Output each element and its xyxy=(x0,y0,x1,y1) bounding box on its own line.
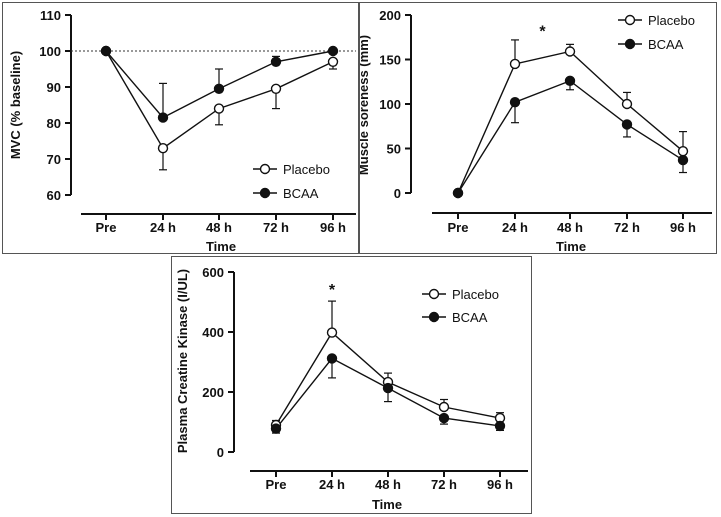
ck-chart: Plasma Creatine Kinase (I/UL) Time 0 200 4… xyxy=(175,265,528,512)
ck-significance-star: * xyxy=(329,282,336,299)
mvc-y-axis-title: MVC (% baseline) xyxy=(8,51,23,159)
ck-legend-marker xyxy=(428,311,440,323)
mvc-y-tick-label: 60 xyxy=(47,188,61,203)
mvc-chart: MVC (% baseline) Time 60 70 80 90 100 110 Pre 2… xyxy=(8,3,356,253)
soreness-series-line-bcaa xyxy=(457,80,684,194)
mvc-point-bcaa xyxy=(213,83,225,95)
ck-point-bcaa xyxy=(494,420,506,432)
mvc-point-placebo xyxy=(157,142,169,154)
soreness-significance-star: * xyxy=(539,23,546,40)
soreness-point-placebo xyxy=(564,46,576,57)
soreness-point-placebo xyxy=(509,58,521,70)
soreness-legend-label: Placebo xyxy=(648,13,695,28)
ck-y-tick-label: 0 xyxy=(217,445,224,460)
soreness-y-tick-label: 0 xyxy=(394,186,401,201)
soreness-y-tick-label: 50 xyxy=(387,142,401,157)
ck-point-bcaa xyxy=(438,412,450,424)
soreness-y-tick-label: 200 xyxy=(379,8,401,23)
ck-x-axis-title: Time xyxy=(372,497,402,512)
ck-point-bcaa xyxy=(270,423,282,434)
ck-x-tick-label: Pre xyxy=(266,477,287,492)
mvc-significance-star: * xyxy=(160,3,167,5)
soreness-chart: Muscle soreness (mm) Time 0 50 100 150 200 Pr… xyxy=(360,8,712,253)
ck-y-tick-label: 400 xyxy=(202,325,224,340)
mvc-legend-label: BCAA xyxy=(283,186,319,201)
soreness-legend-marker xyxy=(624,38,636,50)
ck-point-placebo xyxy=(326,327,338,338)
soreness-series-line-placebo xyxy=(457,50,684,194)
soreness-point-bcaa xyxy=(452,187,464,199)
mvc-y-tick-label: 70 xyxy=(47,152,61,167)
ck-chart-panel: Plasma Creatine Kinase (I/UL) Time 0 200 4… xyxy=(171,256,532,514)
mvc-point-bcaa xyxy=(270,56,282,67)
mvc-point-bcaa xyxy=(157,112,169,123)
ck-x-tick-label: 48 h xyxy=(375,477,401,492)
mvc-chart-panel: MVC (% baseline) Time 60 70 80 90 100 110 Pre 2… xyxy=(2,2,359,254)
soreness-x-tick-label: 72 h xyxy=(614,220,640,235)
soreness-x-axis-title: Time xyxy=(556,239,586,253)
soreness-x-tick-label: Pre xyxy=(448,220,469,235)
soreness-y-axis-title: Muscle soreness (mm) xyxy=(360,35,371,175)
mvc-x-axis-title: Time xyxy=(206,239,236,253)
soreness-y-tick-label: 100 xyxy=(379,97,401,112)
soreness-point-bcaa xyxy=(621,119,633,130)
mvc-point-placebo xyxy=(213,103,225,114)
ck-x-tick-label: 96 h xyxy=(487,477,513,492)
soreness-point-placebo xyxy=(621,98,633,110)
mvc-y-tick-label: 90 xyxy=(47,80,61,95)
mvc-x-tick-label: 48 h xyxy=(206,220,232,235)
soreness-point-bcaa xyxy=(677,154,689,166)
soreness-legend-marker xyxy=(624,14,636,26)
ck-y-tick-label: 600 xyxy=(202,265,224,280)
mvc-point-placebo xyxy=(327,56,339,67)
mvc-point-placebo xyxy=(270,83,282,95)
ck-point-bcaa xyxy=(326,353,338,364)
ck-y-axis-title: Plasma Creatine Kinase (I/UL) xyxy=(175,269,190,453)
mvc-y-tick-label: 80 xyxy=(47,116,61,131)
mvc-series-line-placebo xyxy=(105,50,334,150)
soreness-x-tick-label: 24 h xyxy=(502,220,528,235)
mvc-legend-label: Placebo xyxy=(283,162,330,177)
mvc-legend-marker xyxy=(259,163,271,175)
mvc-point-bcaa xyxy=(327,45,339,57)
soreness-x-tick-label: 96 h xyxy=(670,220,696,235)
ck-legend-label: Placebo xyxy=(452,287,499,302)
mvc-x-tick-label: Pre xyxy=(96,220,117,235)
ck-x-tick-label: 72 h xyxy=(431,477,457,492)
ck-point-placebo xyxy=(438,401,450,413)
soreness-x-tick-label: 48 h xyxy=(557,220,583,235)
mvc-y-tick-label: 110 xyxy=(40,8,61,23)
soreness-point-bcaa xyxy=(509,97,521,108)
ck-y-tick-label: 200 xyxy=(202,385,224,400)
mvc-legend-marker xyxy=(259,187,271,199)
mvc-x-tick-label: 96 h xyxy=(320,220,346,235)
ck-x-tick-label: 24 h xyxy=(319,477,345,492)
soreness-chart-panel: Muscle soreness (mm) Time 0 50 100 150 200 Pr… xyxy=(359,2,717,254)
mvc-x-tick-label: 24 h xyxy=(150,220,176,235)
mvc-x-tick-label: 72 h xyxy=(263,220,289,235)
soreness-legend-label: BCAA xyxy=(648,37,684,52)
ck-point-bcaa xyxy=(382,382,394,394)
soreness-y-tick-label: 150 xyxy=(379,53,401,68)
soreness-point-bcaa xyxy=(564,75,576,87)
mvc-y-tick-label: 100 xyxy=(39,44,61,59)
soreness-point-placebo xyxy=(677,145,689,157)
mvc-point-bcaa xyxy=(100,45,112,57)
ck-legend-label: BCAA xyxy=(452,310,488,325)
ck-legend-marker xyxy=(428,288,440,300)
